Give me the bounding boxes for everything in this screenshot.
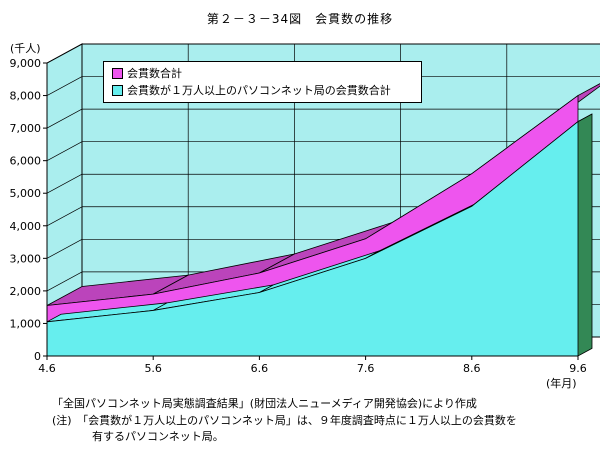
x-tick-label: 8.6 (463, 362, 481, 375)
y-gridline-side (46, 108, 83, 129)
y-axis-unit: (千人) (10, 42, 41, 55)
legend-label-large-stations: 会貫数が１万人以上のパソコンネット局の会貫数合計 (127, 84, 391, 97)
y-gridline-side (46, 173, 83, 194)
y-tick-label: 7,000 (10, 122, 42, 135)
legend-swatch-large-stations (112, 84, 123, 96)
legend-label-total: 会貫数合計 (127, 67, 182, 80)
y-gridline-side (46, 206, 83, 227)
legend-item-large-stations: 会貫数が１万人以上のパソコンネット局の会貫数合計 (112, 84, 391, 98)
y-gridline-side (46, 43, 83, 64)
series-large-stations-side-face (577, 113, 593, 357)
y-tick-label: 1,000 (10, 317, 42, 330)
x-axis-unit: (年月) (546, 377, 577, 390)
x-tick-label: 4.6 (38, 362, 56, 375)
chart-legend: 会貫数合計 会貫数が１万人以上のパソコンネット局の会貫数合計 (103, 61, 422, 103)
series-large-stations-line (46, 121, 579, 323)
y-tick-label: 8,000 (10, 90, 42, 103)
y-tick-label: 9,000 (10, 57, 42, 70)
y-tick-label: 3,000 (10, 252, 42, 265)
y-tick-label: 0 (34, 350, 41, 363)
y-gridline-side (46, 271, 83, 292)
chart-title: 第２－３－34図 会貫数の推移 (206, 12, 394, 26)
x-tick-label: 5.6 (144, 362, 162, 375)
y-gridline-side (46, 141, 83, 161)
y-tick-label: 4,000 (10, 220, 42, 233)
y-tick-label: 5,000 (10, 187, 42, 200)
source-note: 「全国パソコンネット局実態調査結果」(財団法人ニューメディア開発協会)により作成 (52, 397, 477, 410)
y-gridline-side (46, 76, 83, 96)
y-gridline-side (46, 239, 83, 259)
x-tick-label: 9.6 (569, 362, 587, 375)
note-line-2: 有するパソコンネット局。 (92, 430, 224, 443)
note-line-1: (注) 「会貫数が１万人以上のパソコンネット局」は、９年度調査時点に１万人以上の… (52, 414, 517, 427)
y-tick-label: 2,000 (10, 285, 42, 298)
legend-swatch-total (112, 67, 123, 79)
x-tick-label: 7.6 (357, 362, 375, 375)
series-large-stations-area (47, 121, 578, 356)
x-tick-label: 6.6 (251, 362, 269, 375)
legend-item-total: 会貫数合計 (112, 67, 182, 81)
y-tick-label: 6,000 (10, 155, 42, 168)
